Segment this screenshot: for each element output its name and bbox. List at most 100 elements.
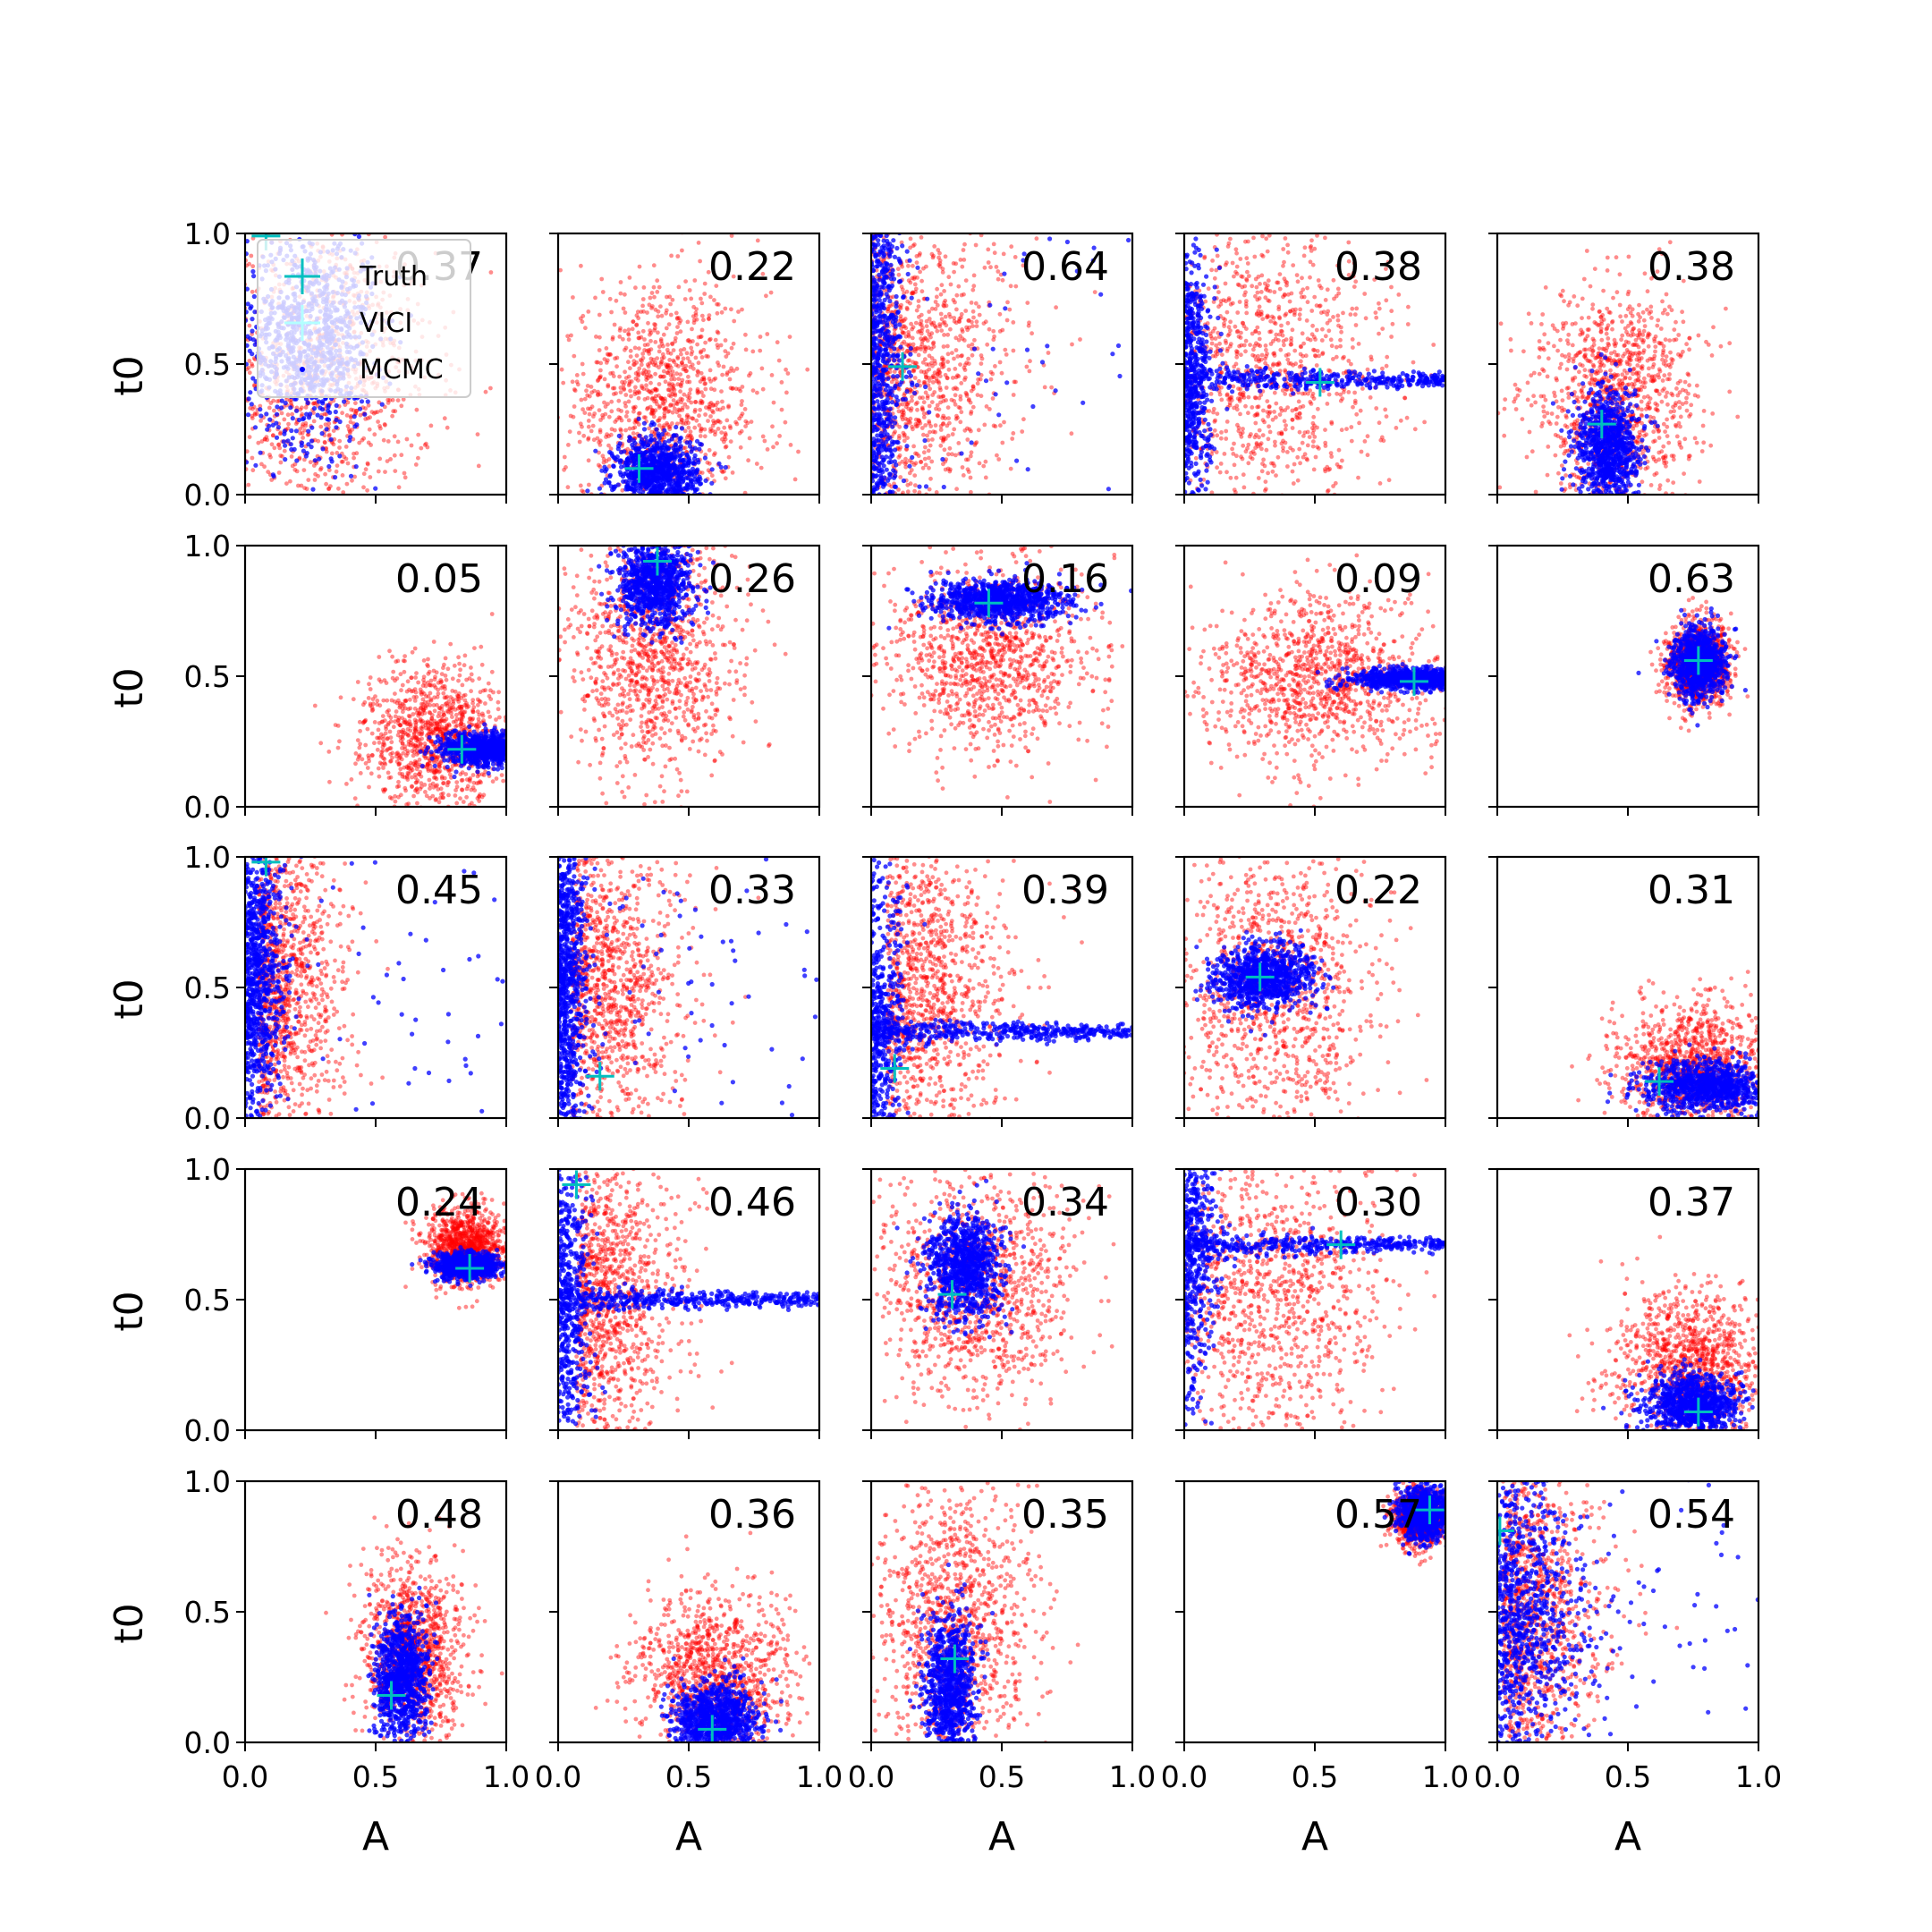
- mcmc-point: [283, 428, 287, 433]
- vici-point: [648, 361, 652, 366]
- vici-point: [357, 441, 361, 445]
- vici-point: [278, 453, 283, 458]
- mcmc-point: [695, 439, 699, 444]
- vici-point: [653, 323, 657, 327]
- mcmc-point: [618, 470, 623, 474]
- vici-point: [365, 488, 369, 493]
- vici-point: [759, 466, 764, 470]
- vici-point: [571, 379, 575, 384]
- vici-point: [624, 414, 629, 419]
- vici-point: [662, 402, 666, 406]
- mcmc-point: [258, 451, 263, 455]
- vici-point: [246, 483, 250, 487]
- vici-point: [928, 333, 932, 337]
- mcmc-point: [258, 407, 262, 411]
- vici-point: [623, 292, 627, 297]
- vici-point: [604, 435, 608, 439]
- vici-point: [680, 381, 684, 386]
- mcmc-point: [657, 470, 662, 474]
- vici-point: [763, 439, 767, 444]
- vici-point: [912, 473, 917, 478]
- vici-point: [784, 368, 788, 372]
- vici-point: [629, 354, 633, 359]
- mcmc-point: [645, 439, 649, 444]
- vici-point: [619, 292, 623, 296]
- vici-point: [346, 401, 351, 405]
- vici-point: [919, 460, 923, 464]
- vici-point: [614, 299, 619, 303]
- vici-point: [931, 342, 936, 346]
- vici-point: [284, 481, 289, 486]
- vici-point: [1054, 305, 1058, 309]
- vici-point: [367, 441, 371, 445]
- mcmc-point: [642, 421, 647, 426]
- vici-point: [416, 456, 420, 461]
- vici-point: [688, 392, 692, 396]
- vici-point: [388, 457, 393, 462]
- vici-point: [908, 301, 912, 306]
- mcmc-point: [703, 455, 708, 460]
- vici-point: [662, 333, 666, 337]
- vici-point: [708, 414, 713, 419]
- vici-point: [932, 321, 936, 326]
- vici-point: [599, 277, 604, 282]
- vici-point: [290, 412, 294, 417]
- vici-point: [724, 419, 729, 423]
- vici-point: [737, 417, 741, 421]
- vici-point: [1020, 429, 1024, 434]
- vici-point: [1005, 301, 1010, 305]
- vici-point: [619, 390, 623, 394]
- mcmc-point: [373, 487, 377, 491]
- vici-point: [724, 476, 728, 480]
- vici-point: [642, 415, 647, 419]
- vici-point: [382, 438, 386, 443]
- vici-point: [978, 462, 982, 466]
- vici-point: [326, 421, 331, 426]
- mcmc-point: [334, 410, 338, 414]
- vici-point: [688, 288, 692, 292]
- vici-point: [780, 380, 784, 385]
- vici-point: [660, 360, 665, 364]
- vici-point: [669, 377, 674, 382]
- mcmc-point: [628, 436, 632, 440]
- mcmc-point: [320, 446, 325, 451]
- vici-point: [282, 418, 286, 422]
- vici-point: [335, 463, 340, 468]
- vici-point: [403, 475, 408, 479]
- vici-point: [925, 434, 929, 438]
- vici-point: [662, 407, 666, 411]
- mcmc-point: [292, 447, 297, 452]
- vici-point: [678, 389, 682, 394]
- vici-point: [679, 420, 683, 425]
- mcmc-point: [662, 428, 666, 433]
- vici-point: [669, 352, 674, 356]
- mcmc-point: [632, 458, 637, 462]
- vici-point: [298, 431, 302, 436]
- vici-point: [964, 278, 969, 283]
- mcmc-point: [316, 413, 320, 418]
- vici-point: [1013, 380, 1017, 385]
- vici-point: [583, 326, 588, 330]
- mcmc-point: [668, 468, 673, 472]
- mcmc-point: [656, 431, 660, 436]
- mcmc-point: [617, 434, 622, 438]
- vici-point: [250, 416, 255, 420]
- vici-point: [740, 308, 744, 312]
- mcmc-point: [654, 475, 658, 479]
- vici-point: [956, 284, 961, 289]
- vici-point: [965, 394, 970, 398]
- mcmc-point: [625, 458, 630, 462]
- mcmc-point: [585, 488, 589, 493]
- mcmc-point: [674, 425, 678, 429]
- vici-point: [976, 393, 980, 397]
- mcmc-point: [697, 447, 701, 452]
- mcmc-point: [267, 424, 271, 428]
- vici-point: [692, 278, 697, 283]
- mcmc-point: [283, 444, 287, 448]
- vici-point: [722, 426, 726, 430]
- vici-point: [758, 335, 763, 339]
- vici-point: [658, 304, 663, 309]
- mcmc-point: [250, 402, 254, 406]
- vici-point: [729, 307, 733, 311]
- vici-point: [770, 373, 775, 377]
